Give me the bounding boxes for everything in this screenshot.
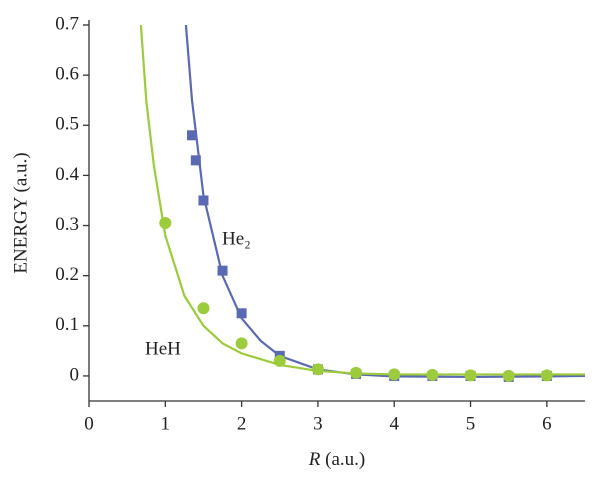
y-tick-label: 0.2 (55, 264, 79, 285)
y-tick-label: 0.6 (55, 63, 79, 84)
data-point (388, 368, 401, 381)
data-point (217, 265, 228, 276)
x-tick-label: 5 (466, 413, 476, 434)
y-tick-label: 0.3 (55, 214, 79, 235)
series-label: HeH (145, 338, 181, 359)
data-point (198, 195, 209, 206)
x-tick-label: 0 (84, 413, 94, 434)
y-tick-label: 0 (70, 364, 80, 385)
data-point (464, 369, 477, 382)
data-point (159, 217, 172, 230)
data-point (273, 354, 286, 367)
y-tick-label: 0.4 (55, 164, 79, 185)
x-tick-label: 4 (389, 413, 399, 434)
fit-curve (184, 25, 585, 379)
x-tick-label: 1 (161, 413, 171, 434)
data-point (236, 308, 247, 319)
x-tick-label: 3 (313, 413, 323, 434)
data-point (540, 369, 553, 382)
data-point (235, 337, 248, 350)
data-point (197, 302, 210, 315)
data-point (426, 368, 439, 381)
x-axis-unit: (a.u.) (325, 449, 365, 470)
x-tick-label: 2 (237, 413, 247, 434)
data-point (502, 369, 515, 382)
plot-area (139, 25, 585, 382)
y-tick-label: 0.1 (55, 314, 79, 335)
series-label: He₂ (222, 228, 251, 249)
data-point (350, 366, 363, 379)
x-tick-label: 6 (542, 413, 552, 434)
x-axis-label: R (a.u.) (308, 449, 365, 470)
data-point (311, 363, 324, 376)
y-axis-label: ENERGY (a.u.) (10, 152, 31, 273)
data-point (190, 155, 201, 166)
y-tick-label: 0.7 (55, 13, 79, 34)
y-tick-label: 0.5 (55, 114, 79, 135)
fit-curve (139, 25, 585, 376)
x-axis-var: R (308, 449, 321, 470)
data-point (187, 130, 198, 141)
